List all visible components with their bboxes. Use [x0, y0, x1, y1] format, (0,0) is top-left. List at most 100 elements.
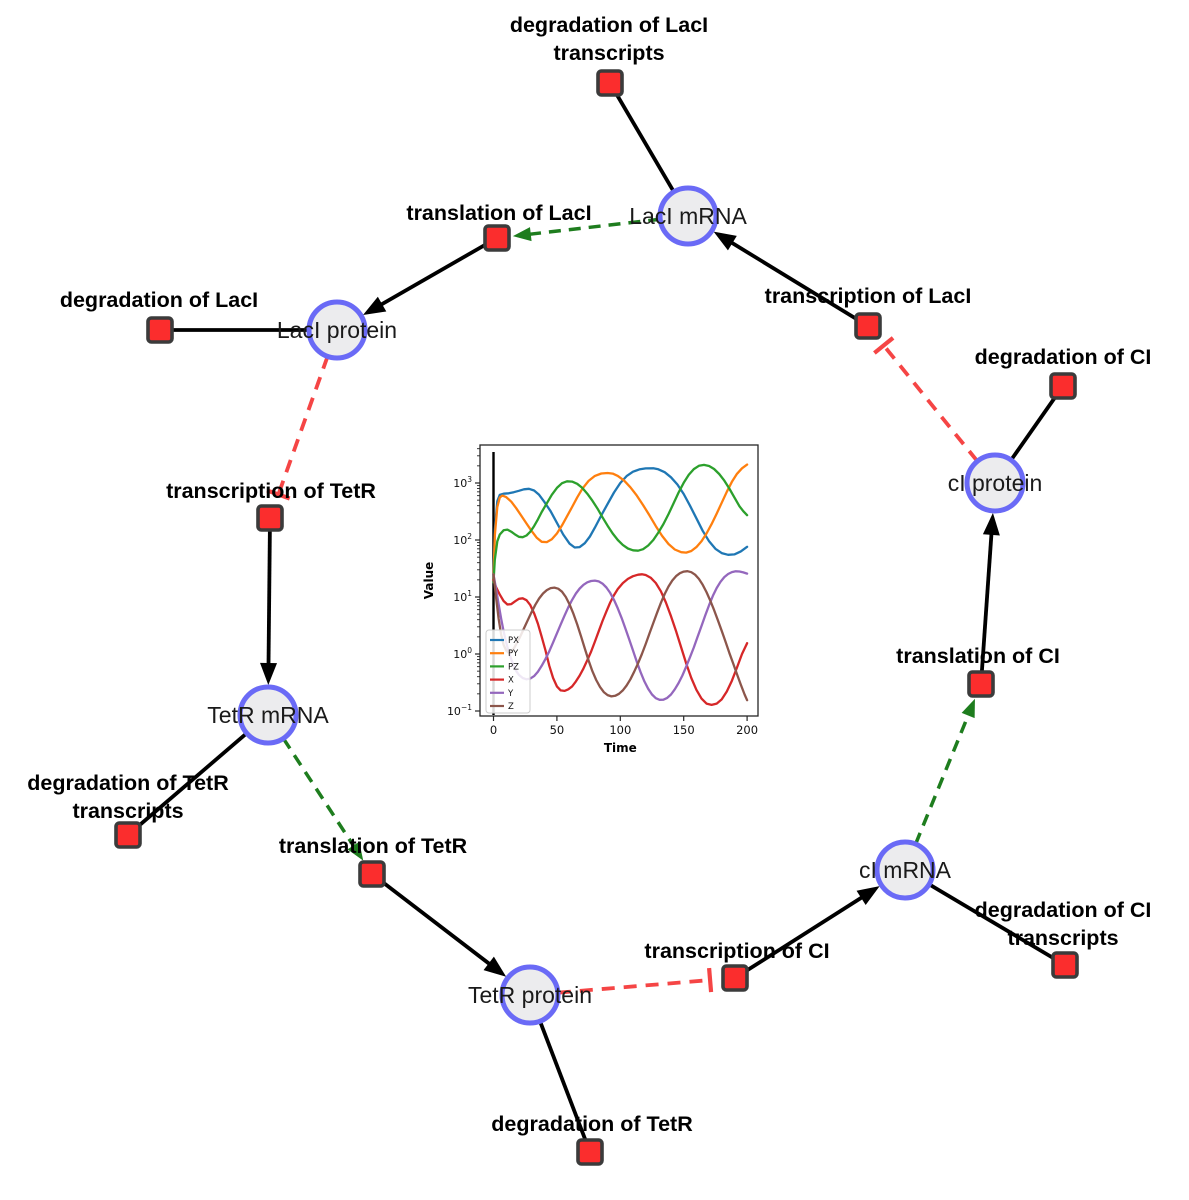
reaction-square-icon: [1051, 951, 1079, 979]
species-label: cI protein: [948, 470, 1043, 496]
arrowhead-icon: [982, 512, 1000, 536]
species-circle-icon: [874, 839, 936, 901]
series-line-Z: [492, 570, 749, 702]
arrowhead-icon: [260, 662, 278, 686]
series-line-PY: [492, 463, 749, 581]
edge-modifier-ci_mrna-transl_ci: [913, 698, 975, 845]
species-label: cI mRNA: [859, 857, 952, 883]
reaction-label: transcription of TetR: [166, 479, 376, 503]
species-circle-icon: [657, 185, 719, 247]
y-tick-label: 101: [453, 589, 472, 604]
edge-modifier-laci_mrna-transl_laci: [512, 217, 661, 242]
reaction-label: degradation of CI: [975, 898, 1152, 922]
species-circle-icon: [306, 299, 368, 361]
edges-layer: [126, 82, 1066, 1153]
reaction-label: transcription of LacI: [765, 284, 972, 308]
y-tick-label: 100: [453, 646, 472, 661]
modifier-arrowhead-icon: [512, 227, 532, 242]
species-label: TetR mRNA: [207, 702, 329, 728]
edge-production-transl_ci-ci_protein: [980, 512, 1000, 672]
x-tick-label: 200: [736, 723, 758, 737]
reaction-square-icon: [483, 224, 511, 252]
reaction-label: degradation of TetR: [27, 771, 229, 795]
species-node-ci_mrna: cI mRNA: [859, 839, 952, 901]
arrowhead-icon: [483, 956, 507, 977]
y-tick-label: 10−1: [447, 703, 472, 718]
edge-inhibition-tetr_protein-transcr_ci: [557, 967, 714, 995]
reaction-node-deg_tetr_tx: degradation of TetR transcripts: [27, 771, 229, 849]
y-axis-label: Value: [422, 562, 436, 600]
reaction-label: transcription of CI: [644, 939, 829, 963]
species-node-laci_protein: LacI protein: [277, 299, 397, 361]
reaction-node-deg_laci_tx: degradation of LacI transcripts: [510, 13, 708, 97]
edge-consumption-tetr_mrna-deg_tetr_tx: [126, 731, 248, 837]
reaction-node-transl_tetr: translation of TetR: [279, 834, 468, 888]
legend-entry-label: Y: [507, 689, 514, 699]
y-tick-label: 102: [453, 532, 472, 547]
edge-production-transl_tetr-tetr_protein: [381, 880, 507, 977]
edge-consumption-ci_mrna-deg_ci_tx: [928, 882, 1066, 967]
reaction-label: translation of TetR: [279, 834, 468, 858]
species-label: LacI mRNA: [629, 203, 747, 229]
reaction-square-icon: [1049, 372, 1077, 400]
species-node-laci_mrna: LacI mRNA: [629, 185, 747, 247]
edge-consumption-laci_mrna-deg_laci_tx: [608, 82, 676, 193]
reaction-label: transcripts: [553, 41, 664, 65]
species-label: TetR protein: [468, 982, 592, 1008]
y-tick-label: 103: [453, 475, 472, 490]
reaction-square-icon: [596, 69, 624, 97]
arrowhead-icon: [713, 231, 737, 251]
reaction-label: translation of CI: [896, 644, 1060, 668]
species-circle-icon: [237, 684, 299, 746]
reaction-node-transcr_ci: transcription of CI: [644, 939, 830, 992]
legend-entry-label: PZ: [508, 662, 519, 672]
edge-production-transcr_ci-ci_mrna: [744, 886, 880, 973]
reaction-node-deg_ci: degradation of CI: [975, 345, 1152, 400]
reaction-node-transcr_tetr: transcription of TetR: [166, 479, 376, 532]
reaction-label: degradation of LacI: [510, 13, 708, 37]
legend-entry-label: PY: [508, 649, 519, 659]
species-circle-icon: [964, 452, 1026, 514]
edge-production-transcr_tetr-tetr_mrna: [260, 530, 278, 686]
reaction-node-transl_laci: translation of LacI: [406, 201, 592, 252]
reaction-node-deg_tetr: degradation of TetR: [491, 1112, 693, 1166]
reaction-square-icon: [256, 504, 284, 532]
reaction-node-transl_ci: translation of CI: [896, 644, 1060, 698]
series-line-PZ: [492, 463, 749, 584]
series-line-PX: [492, 467, 749, 581]
reaction-square-icon: [146, 316, 174, 344]
modifier-arrowhead-icon: [347, 841, 364, 861]
x-tick-label: 0: [490, 723, 497, 737]
edge-modifier-tetr_mrna-transl_tetr: [281, 737, 364, 861]
reaction-square-icon: [358, 860, 386, 888]
edge-production-transcr_laci-laci_mrna: [713, 231, 858, 321]
reaction-square-icon: [114, 821, 142, 849]
reaction-label: degradation of LacI: [60, 288, 258, 312]
reaction-node-deg_ci_tx: degradation of CI transcripts: [975, 898, 1152, 979]
species-node-tetr_protein: TetR protein: [468, 964, 592, 1026]
edge-consumption-tetr_protein-deg_tetr: [538, 1020, 592, 1153]
reaction-node-transcr_laci: transcription of LacI: [765, 284, 972, 340]
x-tick-label: 50: [550, 723, 565, 737]
species-node-ci_protein: cI protein: [948, 452, 1043, 514]
reaction-label: degradation of TetR: [491, 1112, 693, 1136]
legend-entry-label: X: [508, 676, 514, 686]
inhibition-tbar-icon: [266, 488, 291, 501]
chart-legend: PX PY PZ XYZ: [485, 629, 531, 714]
reaction-node-deg_laci: degradation of LacI: [60, 288, 258, 344]
legend-entry-label: Z: [508, 702, 514, 712]
x-tick-label: 150: [673, 723, 695, 737]
reaction-square-icon: [721, 964, 749, 992]
reaction-label: transcripts: [72, 799, 183, 823]
x-tick-label: 100: [609, 723, 631, 737]
inhibition-tbar-icon: [707, 967, 714, 993]
reaction-label: degradation of CI: [975, 345, 1152, 369]
nodes-layer: degradation of LacI transcripts translatio…: [27, 13, 1152, 1166]
legend-entry-label: PX: [508, 636, 519, 646]
arrowhead-icon: [856, 886, 880, 906]
arrowhead-icon: [363, 296, 387, 316]
edge-inhibition-laci_protein-transcr_tetr: [266, 355, 330, 501]
